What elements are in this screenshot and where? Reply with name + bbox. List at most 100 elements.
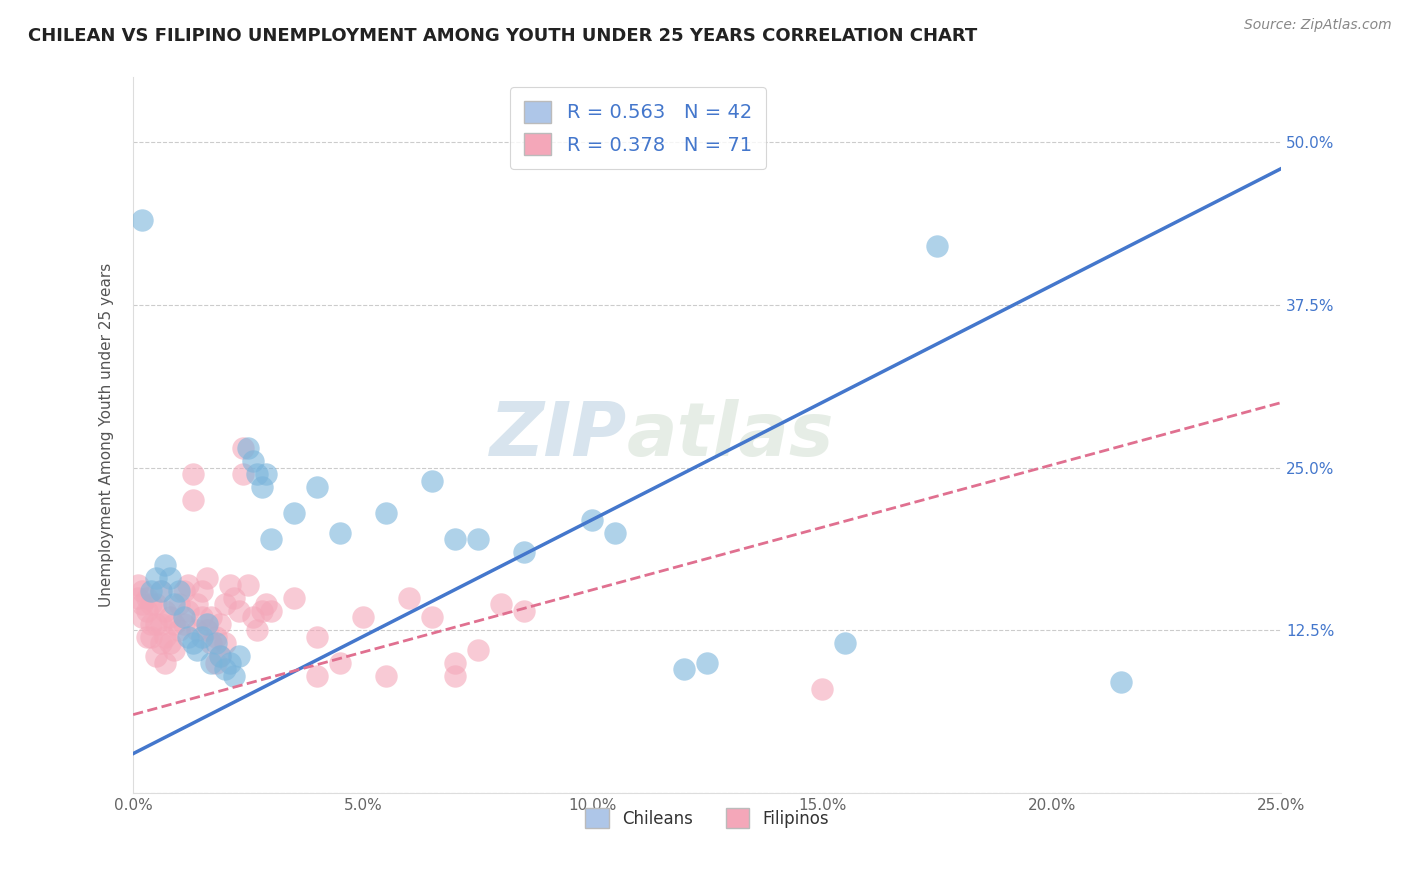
Point xyxy=(135,604,157,618)
Point xyxy=(177,630,200,644)
Point xyxy=(214,597,236,611)
Point xyxy=(200,656,222,670)
Point xyxy=(167,623,190,637)
Point xyxy=(191,610,214,624)
Point xyxy=(283,506,305,520)
Point xyxy=(236,441,259,455)
Point xyxy=(191,584,214,599)
Point xyxy=(329,656,352,670)
Point xyxy=(209,649,232,664)
Point xyxy=(186,623,208,637)
Point xyxy=(181,636,204,650)
Point xyxy=(163,597,186,611)
Point xyxy=(149,584,172,599)
Point xyxy=(443,668,465,682)
Point xyxy=(242,610,264,624)
Point xyxy=(145,597,167,611)
Point xyxy=(149,616,172,631)
Point xyxy=(167,584,190,599)
Point xyxy=(135,630,157,644)
Point xyxy=(181,467,204,481)
Point xyxy=(581,512,603,526)
Point xyxy=(420,474,443,488)
Point xyxy=(135,591,157,605)
Point xyxy=(141,584,163,599)
Point xyxy=(834,636,856,650)
Point xyxy=(149,584,172,599)
Point xyxy=(254,467,277,481)
Point xyxy=(131,610,153,624)
Point xyxy=(195,616,218,631)
Point xyxy=(305,480,328,494)
Point xyxy=(131,213,153,227)
Point xyxy=(204,656,226,670)
Point xyxy=(254,597,277,611)
Point xyxy=(250,480,273,494)
Point xyxy=(512,545,534,559)
Text: ZIP: ZIP xyxy=(489,399,627,472)
Point xyxy=(163,642,186,657)
Point xyxy=(305,668,328,682)
Point xyxy=(159,571,181,585)
Point xyxy=(131,584,153,599)
Point xyxy=(489,597,512,611)
Point xyxy=(141,616,163,631)
Point xyxy=(398,591,420,605)
Point xyxy=(186,642,208,657)
Point xyxy=(149,636,172,650)
Point xyxy=(191,630,214,644)
Point xyxy=(159,610,181,624)
Point xyxy=(374,668,396,682)
Point xyxy=(605,525,627,540)
Point xyxy=(512,604,534,618)
Point xyxy=(145,616,167,631)
Point xyxy=(141,597,163,611)
Text: atlas: atlas xyxy=(627,399,834,472)
Point xyxy=(236,577,259,591)
Point xyxy=(305,630,328,644)
Point xyxy=(374,506,396,520)
Point xyxy=(127,591,149,605)
Point xyxy=(195,571,218,585)
Y-axis label: Unemployment Among Youth under 25 years: Unemployment Among Youth under 25 years xyxy=(100,263,114,607)
Point xyxy=(186,597,208,611)
Text: Source: ZipAtlas.com: Source: ZipAtlas.com xyxy=(1244,18,1392,32)
Point xyxy=(155,656,177,670)
Legend: Chileans, Filipinos: Chileans, Filipinos xyxy=(578,802,837,834)
Point xyxy=(218,577,240,591)
Point xyxy=(250,604,273,618)
Point xyxy=(155,604,177,618)
Text: CHILEAN VS FILIPINO UNEMPLOYMENT AMONG YOUTH UNDER 25 YEARS CORRELATION CHART: CHILEAN VS FILIPINO UNEMPLOYMENT AMONG Y… xyxy=(28,27,977,45)
Point xyxy=(443,656,465,670)
Point xyxy=(155,630,177,644)
Point xyxy=(218,656,240,670)
Point xyxy=(232,441,254,455)
Point xyxy=(195,623,218,637)
Point xyxy=(246,467,269,481)
Point xyxy=(163,616,186,631)
Point xyxy=(173,610,195,624)
Point xyxy=(200,610,222,624)
Point xyxy=(260,532,283,546)
Point xyxy=(228,604,250,618)
Point xyxy=(155,558,177,573)
Point xyxy=(443,532,465,546)
Point xyxy=(209,649,232,664)
Point xyxy=(1109,675,1132,690)
Point xyxy=(696,656,718,670)
Point xyxy=(228,649,250,664)
Point xyxy=(214,636,236,650)
Point xyxy=(131,597,153,611)
Point xyxy=(283,591,305,605)
Point xyxy=(232,467,254,481)
Point xyxy=(145,649,167,664)
Point xyxy=(204,630,226,644)
Point xyxy=(352,610,374,624)
Point xyxy=(177,604,200,618)
Point xyxy=(224,668,246,682)
Point xyxy=(467,642,489,657)
Point xyxy=(181,493,204,508)
Point xyxy=(224,591,246,605)
Point xyxy=(173,584,195,599)
Point xyxy=(145,571,167,585)
